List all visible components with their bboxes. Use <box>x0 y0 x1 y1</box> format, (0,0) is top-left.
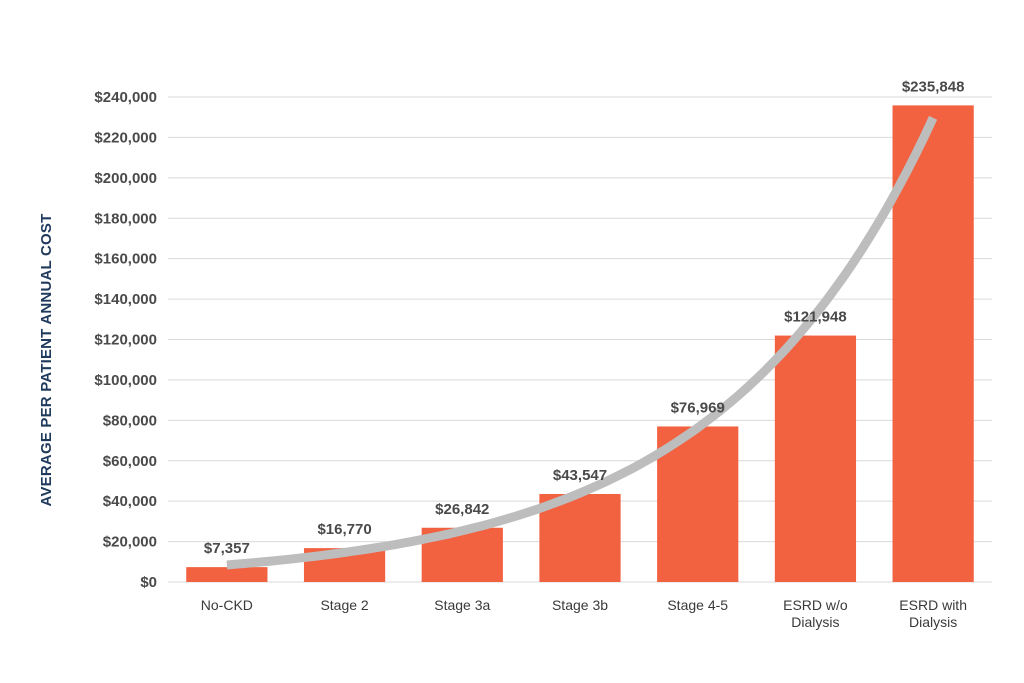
data-labels: $7,357 $16,770 $26,842 $43,547 $76,969 $121,9… <box>204 78 965 557</box>
y-tick-label: $200,000 <box>94 170 157 187</box>
data-label: $76,969 <box>671 399 725 416</box>
y-axis-title: AVERAGE PER PATIENT ANNUAL COST <box>38 214 55 507</box>
y-tick-label: $80,000 <box>103 412 157 429</box>
bar <box>774 335 857 582</box>
x-category-label: ESRD with Dialysis <box>899 597 967 630</box>
bar <box>186 567 268 582</box>
y-tick-label: $180,000 <box>94 210 157 227</box>
y-tick-label: $0 <box>140 574 157 591</box>
y-axis-ticks: $0 $20,000 $40,000 $60,000 $80,000 $100,000 $1… <box>94 89 157 591</box>
x-axis-categories: No-CKD Stage 2 Stage 3a Stage 3b Stage 4-5 ES… <box>201 597 967 630</box>
y-tick-label: $60,000 <box>103 453 157 470</box>
data-label: $121,948 <box>784 309 847 326</box>
y-tick-label: $20,000 <box>103 534 157 551</box>
bars <box>186 105 974 582</box>
y-tick-label: $120,000 <box>94 332 157 349</box>
trendline <box>226 115 938 570</box>
y-tick-label: $140,000 <box>94 291 157 308</box>
x-category-label: Stage 4-5 <box>667 597 728 613</box>
y-tick-label: $160,000 <box>94 251 157 268</box>
y-tick-label: $100,000 <box>94 372 157 389</box>
y-tick-label: $240,000 <box>94 89 157 106</box>
data-label: $7,357 <box>204 540 250 557</box>
bar <box>657 426 739 582</box>
x-category-label: Stage 3a <box>434 597 490 613</box>
bar <box>539 493 621 582</box>
data-label: $43,547 <box>553 467 607 484</box>
gridlines <box>168 96 992 583</box>
data-label: $26,842 <box>435 501 489 518</box>
y-tick-label: $40,000 <box>103 493 157 510</box>
data-label: $16,770 <box>317 521 371 538</box>
data-label: $235,848 <box>902 78 965 95</box>
x-category-label: ESRD w/o Dialysis <box>783 597 848 630</box>
x-category-label: Stage 3b <box>552 597 608 613</box>
trendline-layer <box>226 115 938 570</box>
y-tick-label: $220,000 <box>94 129 157 146</box>
x-category-label: Stage 2 <box>320 597 368 613</box>
x-category-label: No-CKD <box>201 597 253 613</box>
bar <box>892 105 974 582</box>
